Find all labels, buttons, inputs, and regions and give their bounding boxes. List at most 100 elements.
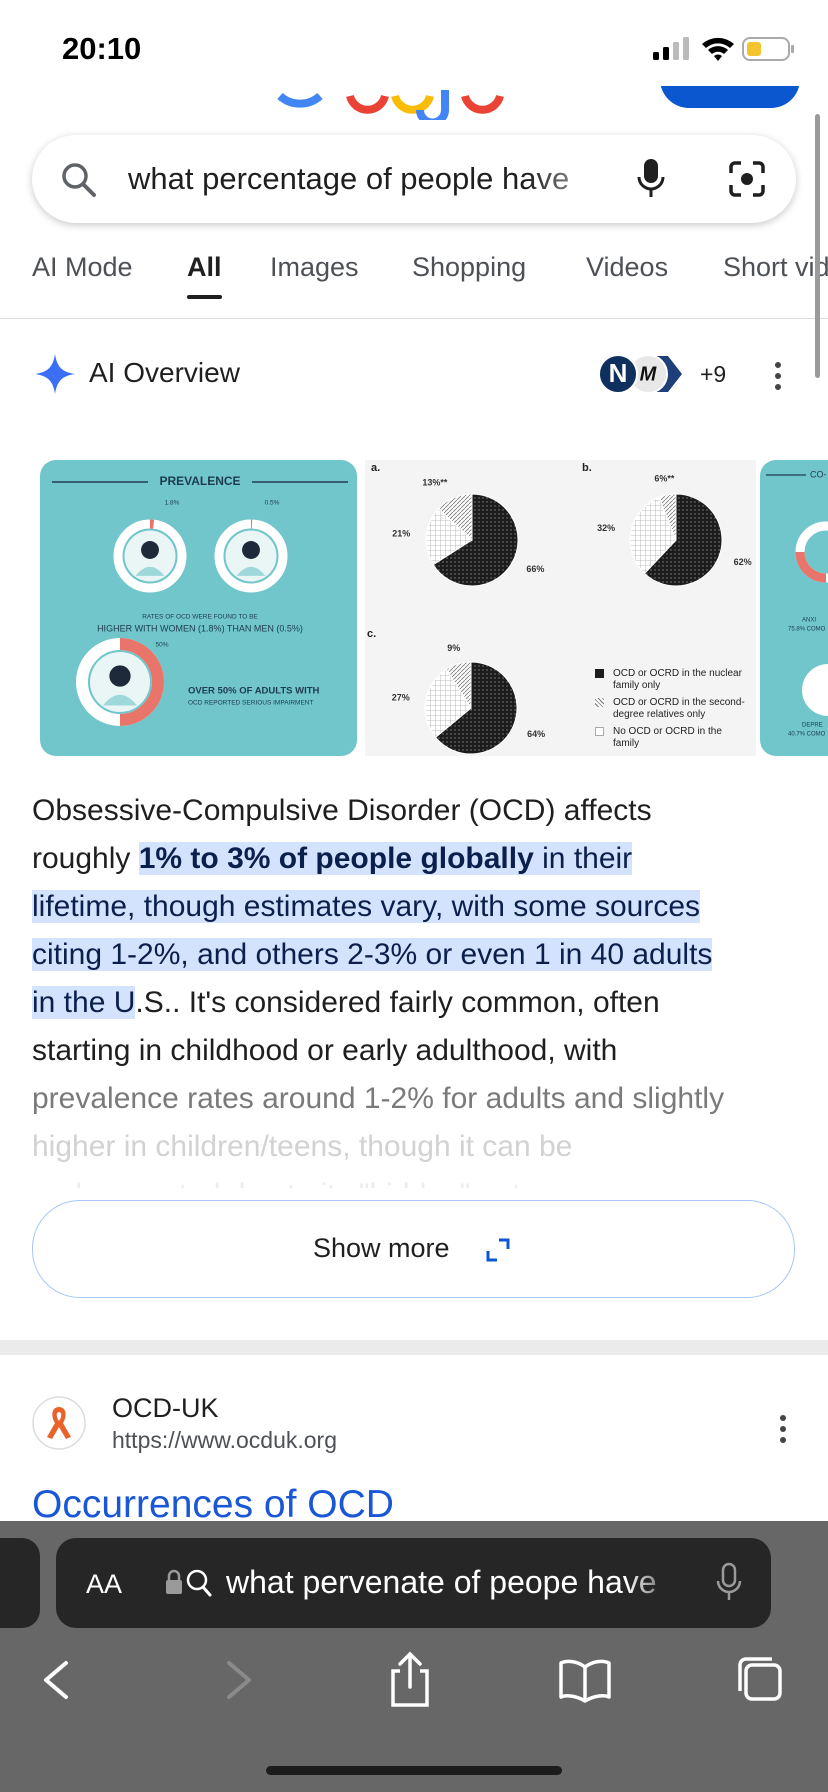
infographic-text: OCD REPORTED SERIOUS IMPAIRMENT — [188, 700, 313, 707]
legend-item: No OCD or OCRD in the family — [593, 726, 748, 750]
pie-slice — [434, 661, 518, 755]
pie-label: b. — [582, 462, 592, 474]
show-more-button[interactable]: Show more — [32, 1200, 795, 1298]
legend-swatch — [595, 669, 604, 678]
lens-icon[interactable] — [727, 159, 767, 199]
address-bar[interactable]: AA what pervenate of peope have — [56, 1538, 771, 1628]
pie-value-label: 27% — [392, 693, 410, 703]
previous-tab-edge[interactable] — [0, 1538, 40, 1628]
address-mic-icon[interactable] — [716, 1562, 742, 1604]
text: Obsessive-Compulsive Disorder (OCD) affe… — [32, 794, 652, 827]
legend-item: OCD or OCRD in the second-degree relativ… — [593, 697, 748, 721]
status-icons — [653, 37, 794, 61]
pie-slice — [629, 496, 677, 575]
text-line: lifetime, though estimates vary, with so… — [32, 883, 828, 931]
back-button[interactable] — [44, 1661, 68, 1699]
pie-charts: a. 66% 21% 13%** b. 62% 32% 6%** c. 64% 27% 9% — [367, 462, 752, 755]
pie-label: a. — [371, 462, 380, 474]
expand-icon — [486, 1238, 510, 1262]
scrollbar — [815, 114, 820, 378]
more-sources[interactable]: +9 — [700, 361, 727, 387]
text: roughly — [32, 842, 139, 875]
forward-button[interactable] — [227, 1661, 251, 1699]
image-text: ANXI — [802, 618, 816, 624]
pie-slice — [658, 493, 677, 541]
tabs-button[interactable] — [738, 1657, 782, 1701]
infographic-title: PREVALENCE — [159, 474, 240, 488]
pie-value-label: 66% — [526, 564, 544, 574]
pie-value-label: 21% — [392, 529, 410, 539]
clock: 20:10 — [62, 31, 142, 66]
infographic-caption: HIGHER WITH WOMEN (1.8%) THAN MEN (0.5%) — [97, 623, 303, 633]
site-favicon[interactable] — [31, 1395, 87, 1451]
highlighted-text: in their — [533, 842, 633, 875]
tab[interactable]: Videos — [586, 252, 669, 282]
image-thumbnail[interactable]: a. 66% 21% 13%** b. 62% 32% 6%** c. 64% 27% 9% OCD … — [365, 460, 756, 756]
tab-underline — [187, 295, 222, 299]
image-thumbnail[interactable]: CO- ANXI 75.8% COMO DEPRE 40.7% COMO — [760, 460, 828, 756]
ring-label: 50% — [155, 642, 168, 649]
search-query: what percentage of people have — [128, 161, 570, 196]
tab-active[interactable]: All — [187, 252, 222, 282]
pie-slice — [432, 493, 519, 587]
more-options-icon[interactable] — [770, 360, 786, 392]
text-line: citing 1-2%, and others 2-3% or even 1 i… — [32, 931, 828, 979]
address-text: what pervenate of peope have — [226, 1564, 657, 1600]
pie-value-label: 62% — [734, 557, 752, 567]
legend-label: OCD or OCRD in the nuclear family only — [613, 668, 742, 691]
lock-search-icons — [166, 1569, 212, 1597]
google-logo-partial — [277, 90, 504, 120]
result-title[interactable]: Occurrences of OCD — [32, 1483, 394, 1526]
tab[interactable]: Shopping — [412, 252, 527, 282]
image-text: 40.7% COMO — [788, 732, 826, 738]
toolbar-icons — [44, 1651, 782, 1707]
text: starting in childhood or early adulthood… — [32, 1034, 618, 1067]
ai-overview-title: AI Overview — [89, 357, 240, 388]
pie-slice — [643, 493, 723, 587]
text-line: Obsessive-Compulsive Disorder (OCD) affe… — [32, 787, 828, 835]
infographic-partial: CO- ANXI 75.8% COMO DEPRE 40.7% COMO — [766, 469, 828, 738]
highlighted-text: 1% to 3% of people globally — [138, 842, 534, 875]
person-body — [102, 694, 138, 706]
bookmarks-button[interactable] — [559, 1659, 611, 1703]
search-bar[interactable]: what percentage of people have — [32, 135, 796, 223]
tab[interactable]: AI Mode — [32, 252, 133, 282]
text-line: prevalence rates around 1-2% for adults … — [32, 1075, 828, 1123]
legend-swatch — [595, 698, 604, 707]
pie-slice — [425, 507, 473, 566]
ring-label: 1.8% — [165, 500, 180, 507]
legend-label: No OCD or OCRD in the family — [613, 726, 722, 749]
text: underreported due to its "hidden" nature… — [32, 1178, 589, 1188]
show-more-label: Show more — [313, 1233, 450, 1263]
text: prevalence rates around 1-2% for adults … — [32, 1082, 725, 1115]
text: .S.. It's considered fairly common, ofte… — [135, 986, 660, 1019]
infographic-caption: RATES OF OCD WERE FOUND TO BE — [142, 614, 258, 621]
source-icons[interactable]: M N — [596, 352, 696, 396]
infographic: PREVALENCE RATES OF OCD WERE FOUND TO BE… — [52, 474, 348, 726]
site-name[interactable]: OCD-UK — [112, 1393, 219, 1423]
person-head — [242, 541, 260, 559]
site-url[interactable]: https://www.ocduk.org — [112, 1427, 337, 1453]
infographic-text: OVER 50% OF ADULTS WITH — [188, 686, 320, 697]
pie-legend: OCD or OCRD in the nuclear family only OC… — [593, 668, 748, 755]
highlighted-text: citing 1-2%, and others 2-3% or even 1 i… — [32, 938, 713, 971]
image-thumbnail[interactable]: PREVALENCE RATES OF OCD WERE FOUND TO BE… — [40, 460, 357, 756]
voice-search-icon[interactable] — [636, 157, 666, 201]
text: higher in children/teens, though it can … — [32, 1130, 573, 1163]
pie-slice — [445, 661, 472, 710]
highlighted-text: lifetime, though estimates vary, with so… — [32, 890, 701, 923]
legend-label: OCD or OCRD in the second-degree relativ… — [613, 697, 745, 720]
pie-value-label: 64% — [527, 729, 545, 739]
pie-value-label: 13%** — [422, 477, 448, 487]
tab[interactable]: Images — [270, 252, 359, 282]
text-line: in the U.S.. It's considered fairly comm… — [32, 979, 828, 1027]
result-options-icon[interactable] — [775, 1413, 791, 1445]
image-text: CO- — [810, 469, 827, 479]
pie-value-label: 9% — [447, 643, 460, 653]
text-line: underreported due to its "hidden" nature… — [32, 1171, 828, 1188]
share-button[interactable] — [391, 1651, 429, 1707]
text-size-button[interactable]: AA — [86, 1569, 123, 1599]
tab[interactable]: Short videos — [723, 252, 828, 282]
text-line: starting in childhood or early adulthood… — [32, 1027, 828, 1075]
